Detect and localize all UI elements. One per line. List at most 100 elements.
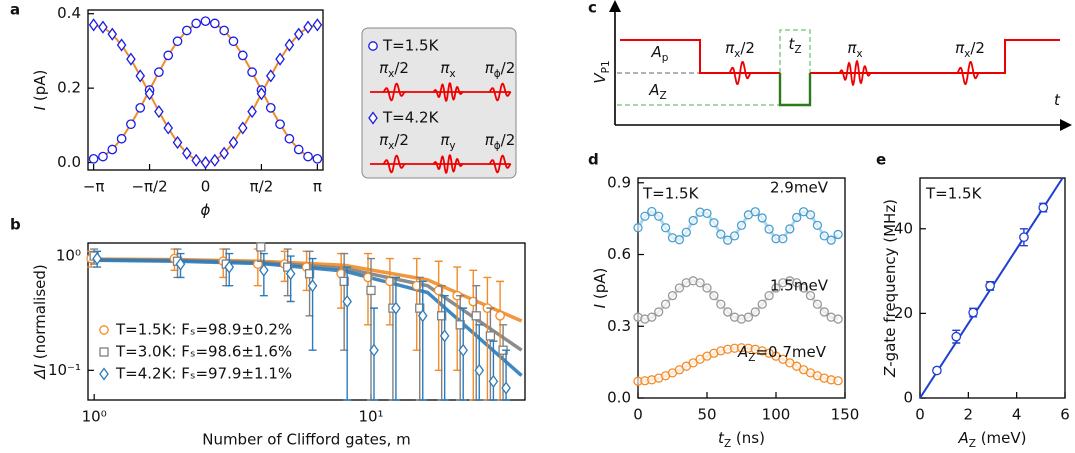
data-point (312, 18, 323, 32)
level-label-main: A (651, 43, 662, 61)
data-point (88, 153, 99, 164)
data-point (471, 311, 481, 321)
error-bar (489, 340, 498, 401)
x-tick-label: π (313, 178, 322, 196)
legend-marker (368, 41, 378, 51)
pulse-label-main: π (847, 39, 857, 57)
x-tick-label: 0 (915, 406, 925, 424)
data-point (92, 251, 102, 266)
arrow (609, 0, 621, 12)
data-point (256, 242, 266, 252)
data-point (488, 374, 499, 389)
x-axis-label-sub: Z (724, 438, 731, 450)
pulse-label-tail: /2 (394, 131, 409, 149)
x-axis-label-tail: (meV) (976, 429, 1027, 447)
pulse-label-tail: /2 (501, 131, 516, 149)
x-axis-label: AZ (meV) (957, 429, 1026, 451)
x-axis-label-main: t (718, 429, 725, 447)
data-point (674, 235, 685, 245)
pulse-label: πx/2 (379, 131, 409, 153)
data-point (366, 285, 376, 296)
series-label-sub: Z (748, 352, 755, 364)
data-point (256, 87, 267, 101)
legend-marker (99, 325, 109, 335)
data-point (284, 133, 295, 144)
x-tick-label: 4 (1012, 406, 1022, 424)
data-point (716, 229, 726, 239)
data-point (805, 291, 816, 301)
pulse-label-main: π (485, 59, 495, 77)
x-axis-label-main: A (957, 429, 968, 447)
y-tick-label: 0.0 (57, 153, 81, 171)
data-point (191, 18, 202, 29)
pulse-label: πx/2 (379, 59, 409, 81)
x-tick-label: 10⁰ (82, 408, 107, 426)
data-point (200, 16, 211, 27)
wait-label: tZ (788, 35, 801, 57)
data-point (154, 67, 164, 77)
legend-label: T=4.2K (382, 109, 440, 127)
pulse (838, 59, 872, 87)
pulse (382, 154, 406, 174)
data-point (660, 223, 671, 233)
data-point (126, 52, 136, 66)
data-point (391, 301, 401, 315)
y-axis-label-tail: (pA) (31, 70, 49, 106)
series-label: 2.9meV (770, 179, 829, 197)
y-tick-label: 0.3 (607, 317, 631, 335)
pulse-label: πx/2 (955, 39, 985, 61)
pulse-label: πy (440, 131, 455, 153)
x-axis-label-sub: Z (969, 438, 976, 450)
data-point (1019, 232, 1029, 243)
pulse-label-main: π (725, 39, 735, 57)
wait-label-main: t (788, 35, 795, 53)
data-point (210, 153, 220, 167)
x-tick-label: 0 (201, 178, 211, 196)
data-point (702, 283, 712, 293)
data-point (275, 119, 285, 130)
pulse-label-sub: x (388, 140, 394, 152)
y-axis-label: I (pA) (31, 70, 49, 111)
data-point (674, 283, 685, 293)
data-point (228, 36, 239, 47)
level-label-main: A (648, 81, 659, 99)
data-point (275, 52, 285, 66)
axes (614, 8, 1060, 126)
data-point (224, 260, 235, 274)
fit-line (93, 20, 318, 160)
data-point (757, 213, 767, 223)
data-point (135, 103, 146, 113)
data-point (307, 279, 318, 293)
pulse-label-tail: /2 (394, 59, 409, 77)
data-point (805, 210, 816, 220)
pulse-label-sub: ϕ (494, 68, 501, 80)
pulse-label-main: π (955, 39, 965, 57)
legend-label: T=1.5K (382, 37, 440, 55)
z-pulse (778, 73, 812, 107)
data-point (144, 87, 155, 101)
data-point (191, 153, 201, 167)
plot-frame (637, 177, 846, 399)
data-point (729, 231, 740, 241)
data-point (228, 135, 239, 150)
x-tick-label: 2 (964, 406, 974, 424)
x-tick-label: π/2 (250, 178, 274, 196)
pulse-label-tail: /2 (970, 39, 985, 57)
data-point (968, 307, 979, 318)
x-axis-label: Number of Clifford gates, m (202, 431, 411, 449)
time-label: t (1054, 91, 1061, 109)
x-axis-label-tail: (ns) (731, 429, 765, 447)
data-point (172, 135, 183, 150)
pulse-label-main: π (379, 59, 389, 77)
pulse (432, 81, 464, 103)
pulse-label-main: π (485, 131, 495, 149)
panel-label: e (876, 151, 886, 169)
series-label-tail: =0.7meV (755, 343, 826, 361)
legend-marker (99, 367, 109, 381)
data-point (647, 206, 657, 217)
x-tick-label: 6 (1060, 406, 1070, 424)
data-point (654, 211, 664, 221)
data-point (932, 365, 942, 376)
y-tick-label: 0.6 (607, 245, 631, 263)
